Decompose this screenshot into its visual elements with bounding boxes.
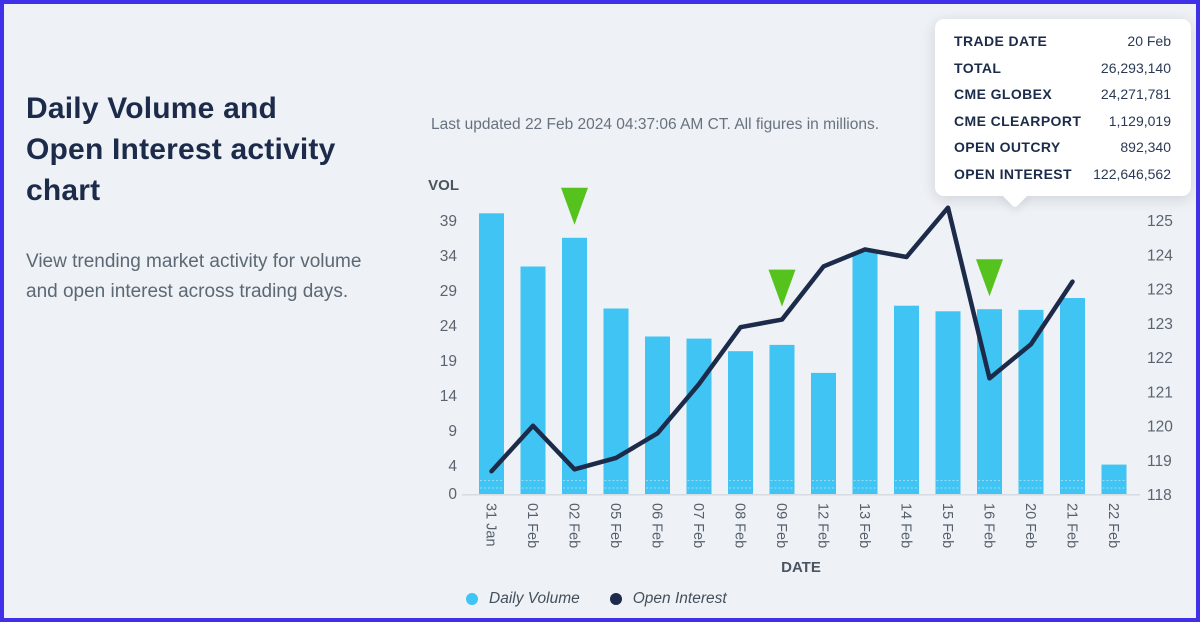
chart-tooltip: TRADE DATE 20 Feb TOTAL 26,293,140 CME GLOBE… xyxy=(935,19,1191,196)
y-left-tick-label: 4 xyxy=(448,458,457,475)
y-left-tick-label: 29 xyxy=(440,283,457,300)
volume-bar-09-feb[interactable] xyxy=(769,344,795,494)
x-tick-label-05-feb: 05 Feb xyxy=(607,503,623,548)
legend-item-daily-volume[interactable]: Daily Volume xyxy=(466,590,580,608)
volume-bar-15-feb[interactable] xyxy=(935,311,961,494)
tooltip-value: 24,271,781 xyxy=(1100,86,1171,103)
x-tick-label-09-feb: 09 Feb xyxy=(773,503,789,548)
tooltip-value: 26,293,140 xyxy=(1100,59,1171,76)
volume-bar-08-feb[interactable] xyxy=(728,351,753,494)
page-title: Daily Volume and Open Interest activity … xyxy=(26,92,336,207)
tooltip-label: OPEN OUTCRY xyxy=(954,139,1061,156)
y-left-tick-label: 0 xyxy=(448,486,457,503)
volume-bar-20-feb[interactable] xyxy=(1018,309,1044,494)
x-tick-label-02-feb: 02 Feb xyxy=(566,503,582,548)
y-right-tick-label: 121 xyxy=(1147,384,1173,401)
x-tick-label-12-feb: 12 Feb xyxy=(815,503,831,548)
y-right-tick-label: 123 xyxy=(1147,316,1173,333)
volume-bar-01-feb[interactable] xyxy=(520,266,546,495)
y-right-tick-label: 125 xyxy=(1147,213,1173,230)
x-tick-label-14-feb: 14 Feb xyxy=(898,503,914,548)
volume-bar-06-feb[interactable] xyxy=(645,336,670,495)
legend-dot xyxy=(609,593,622,605)
last-updated-note: Last updated 22 Feb 2024 04:37:06 AM CT.… xyxy=(431,116,880,133)
tooltip-row: OPEN INTEREST 122,646,562 xyxy=(954,161,1171,188)
tooltip-row: OPEN OUTCRY 892,340 xyxy=(954,134,1171,161)
tooltip-value: 20 Feb xyxy=(1127,33,1171,49)
y-right-tick-label: 123 xyxy=(1147,282,1173,299)
x-tick-label-16-feb: 16 Feb xyxy=(981,503,997,548)
volume-bar-22-feb[interactable] xyxy=(1101,464,1127,494)
volume-bar-21-feb[interactable] xyxy=(1060,298,1085,494)
tooltip-row: CME GLOBEX 24,271,781 xyxy=(954,81,1171,108)
y-left-tick-label: 39 xyxy=(440,213,457,230)
y-left-tick-label: 24 xyxy=(440,318,458,335)
y-right-tick-label: 118 xyxy=(1147,487,1172,504)
volume-bar-12-feb[interactable] xyxy=(811,372,836,494)
tooltip-label: OPEN INTEREST xyxy=(954,165,1072,182)
notice-marker-16-feb[interactable] xyxy=(976,259,1003,297)
y-left-axis-label: VOL xyxy=(428,177,459,194)
volume-bar-07-feb[interactable] xyxy=(686,338,712,494)
legend-label: Daily Volume xyxy=(489,590,580,607)
x-tick-label-20-feb: 20 Feb xyxy=(1022,503,1038,548)
legend-item-open-interest[interactable]: Open Interest xyxy=(609,590,727,608)
x-tick-label-31-jan: 31 Jan xyxy=(483,503,499,547)
page-description: View trending market activity for volume… xyxy=(26,251,362,302)
x-tick-label-08-feb: 08 Feb xyxy=(732,503,748,548)
x-tick-label-01-feb: 01 Feb xyxy=(524,503,540,548)
y-left-tick-label: 14 xyxy=(440,388,458,405)
activity-chart: VOL 0 4 9 14 19 24 29 34 39 125 124 123 123 122 121 120 1… xyxy=(428,177,1173,576)
y-right-tick-label: 124 xyxy=(1147,247,1173,264)
tooltip-value: 1,129,019 xyxy=(1108,112,1171,129)
y-right-tick-label: 120 xyxy=(1147,419,1173,436)
intro-panel: Daily Volume and Open Interest activity … xyxy=(26,88,396,306)
tooltip-label: TRADE DATE xyxy=(954,33,1048,49)
tooltip-row: CME CLEARPORT 1,129,019 xyxy=(954,108,1171,135)
x-tick-label-22-feb: 22 Feb xyxy=(1105,503,1121,548)
open-interest-line[interactable] xyxy=(489,205,1075,474)
tooltip-row: TRADE DATE 20 Feb xyxy=(954,28,1171,55)
x-tick-label-21-feb: 21 Feb xyxy=(1064,503,1080,548)
y-right-tick-label: 122 xyxy=(1147,350,1173,367)
y-left-tick-label: 19 xyxy=(440,353,457,370)
y-left-tick-label: 34 xyxy=(440,248,458,265)
tooltip-label: CME GLOBEX xyxy=(954,86,1053,103)
x-tick-label-07-feb: 07 Feb xyxy=(690,503,706,548)
volume-bar-31-jan[interactable] xyxy=(479,213,504,495)
volume-bar-14-feb[interactable] xyxy=(894,305,919,494)
tooltip-row: TOTAL 26,293,140 xyxy=(954,55,1171,82)
chart-legend: Daily Volume Open Interest xyxy=(466,590,727,608)
volume-bar-02-feb[interactable] xyxy=(562,237,587,495)
y-right-tick-label: 119 xyxy=(1147,453,1172,470)
tooltip-value: 892,340 xyxy=(1120,139,1171,156)
tooltip-value: 122,646,562 xyxy=(1093,165,1171,182)
volume-bar-05-feb[interactable] xyxy=(603,308,629,495)
y-left-tick-label: 9 xyxy=(448,423,457,440)
legend-dot xyxy=(466,593,478,605)
x-axis-label: DATE xyxy=(781,559,821,576)
x-tick-label-13-feb: 13 Feb xyxy=(856,503,872,548)
x-tick-label-06-feb: 06 Feb xyxy=(649,503,665,548)
legend-label: Open Interest xyxy=(632,590,727,607)
tooltip-label: CME CLEARPORT xyxy=(954,112,1082,129)
tooltip-label: TOTAL xyxy=(954,59,1002,76)
volume-bar-13-feb[interactable] xyxy=(852,251,878,494)
notice-marker-02-feb[interactable] xyxy=(561,187,588,225)
x-tick-label-15-feb: 15 Feb xyxy=(939,503,955,548)
notice-marker-09-feb[interactable] xyxy=(768,269,796,307)
